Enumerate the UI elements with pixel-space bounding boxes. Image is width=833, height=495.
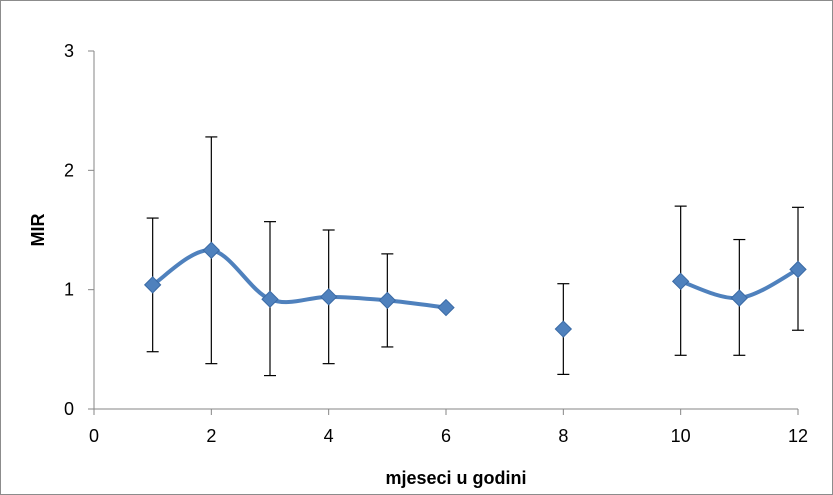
data-point-marker <box>202 241 221 259</box>
y-tick-label: 0 <box>64 399 74 419</box>
data-point-marker <box>143 276 162 294</box>
data-point-marker <box>554 320 573 338</box>
data-point-marker <box>437 298 455 317</box>
series-line <box>150 248 448 310</box>
x-tick-label: 4 <box>324 426 334 446</box>
data-points <box>143 241 807 338</box>
error-bars <box>146 136 804 377</box>
axes <box>93 51 798 410</box>
series-lines <box>150 248 800 310</box>
x-ticks: 0 2 4 6 8 10 12 <box>89 409 808 446</box>
y-tick-label: 1 <box>64 280 74 300</box>
x-tick-label: 8 <box>558 426 568 446</box>
x-tick-label: 6 <box>441 426 451 446</box>
x-tick-label: 0 <box>89 426 99 446</box>
x-tick-label: 10 <box>671 426 691 446</box>
y-ticks: 0 1 2 3 <box>64 41 94 419</box>
x-tick-label: 2 <box>206 426 216 446</box>
y-tick-label: 2 <box>64 160 74 180</box>
y-axis-title: MIR <box>28 214 48 247</box>
data-point-marker <box>789 260 807 279</box>
data-point-marker <box>319 288 338 306</box>
x-axis-title: mjeseci u godini <box>385 468 526 488</box>
data-point-marker <box>730 289 749 307</box>
x-tick-label: 12 <box>788 426 808 446</box>
y-tick-label: 3 <box>64 41 74 61</box>
data-point-marker <box>671 272 690 291</box>
data-point-marker <box>378 291 397 310</box>
data-point-marker <box>261 290 279 308</box>
